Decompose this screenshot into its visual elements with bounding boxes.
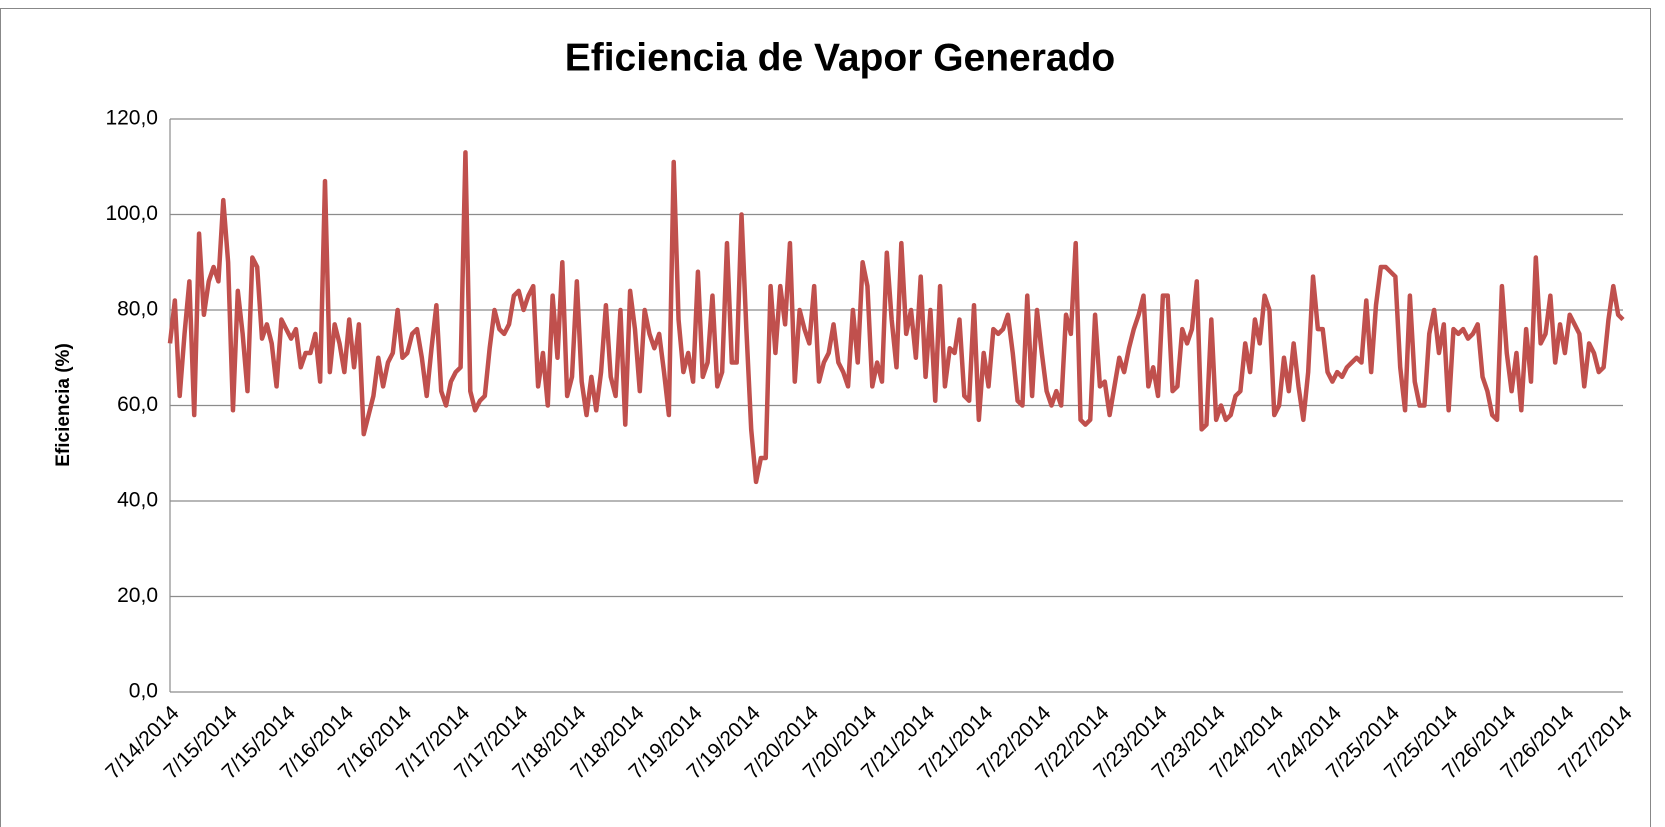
chart-border — [0, 8, 1651, 827]
y-tick-label: 20,0 — [117, 584, 158, 607]
y-axis-label: Eficiencia (%) — [53, 343, 74, 467]
y-tick-label: 100,0 — [105, 202, 158, 225]
y-tick-label: 120,0 — [105, 107, 158, 130]
y-tick-label: 80,0 — [117, 298, 158, 321]
y-tick-label: 0,0 — [129, 680, 158, 703]
data-line — [167, 150, 1625, 485]
y-tick-label: 60,0 — [117, 393, 158, 416]
y-tick-label: 40,0 — [117, 489, 158, 512]
chart-title: Eficiencia de Vapor Generado — [565, 36, 1116, 79]
